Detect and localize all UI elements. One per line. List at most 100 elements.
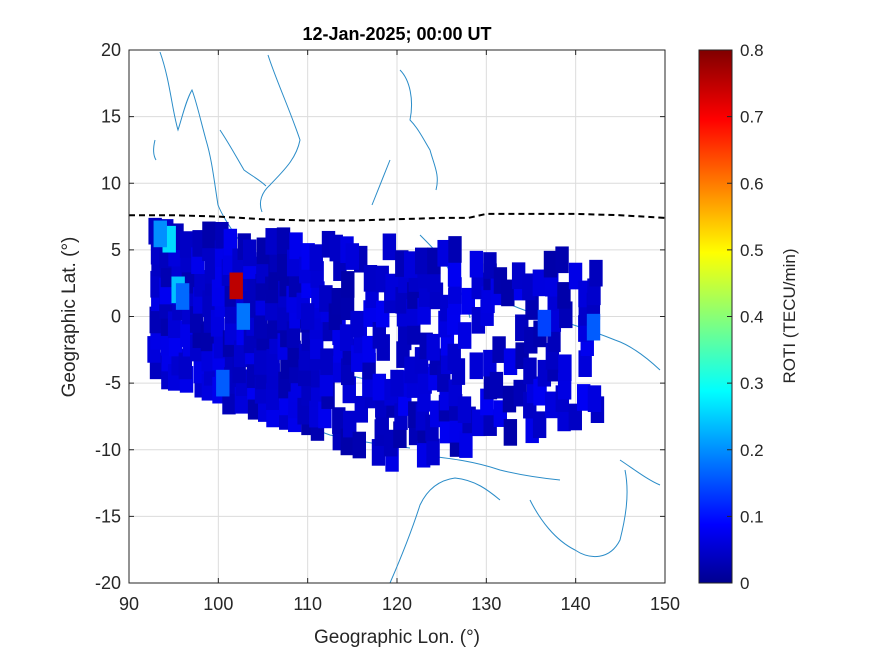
- roti-cell: [309, 244, 323, 271]
- roti-cell-highlight: [236, 303, 251, 330]
- roti-cell: [242, 239, 257, 267]
- roti-cell: [483, 409, 497, 436]
- roti-cell: [254, 348, 268, 375]
- roti-cell: [404, 356, 418, 384]
- roti-cell: [457, 322, 472, 349]
- colorbar-tick-label: 0.8: [740, 41, 764, 60]
- roti-cell: [557, 282, 571, 309]
- roti-cell: [558, 354, 572, 382]
- roti-cell: [319, 369, 334, 397]
- roti-cell: [578, 350, 592, 377]
- roti-cell: [179, 231, 194, 258]
- roti-cell: [415, 247, 429, 275]
- roti-cell-highlight: [229, 272, 243, 300]
- roti-cell-highlight: [153, 220, 167, 248]
- y-tick-label: 20: [101, 40, 121, 60]
- roti-cell-highlight: [537, 309, 552, 337]
- roti-cell: [459, 431, 473, 458]
- roti-cell: [202, 221, 216, 249]
- roti-cell: [426, 333, 440, 361]
- dip-equator-line: [129, 212, 665, 222]
- roti-cell: [457, 396, 472, 424]
- roti-cell: [204, 257, 219, 284]
- roti-cell: [427, 247, 441, 275]
- roti-cell: [363, 265, 378, 292]
- roti-cell: [362, 335, 376, 363]
- roti-cell: [194, 270, 208, 297]
- roti-cell: [341, 271, 355, 298]
- roti-cell: [469, 352, 483, 380]
- y-tick-label: -10: [95, 440, 121, 460]
- y-tick-label: -20: [95, 573, 121, 593]
- roti-cell-highlight: [345, 243, 360, 270]
- colorbar-tick-label: 0.4: [740, 308, 764, 327]
- colorbar-ticks: 0.8 0.7 0.6 0.5 0.4 0.3 0.2 0.1 0: [727, 41, 764, 593]
- colorbar-label: ROTI (TECU/min): [780, 248, 799, 383]
- roti-cell: [276, 227, 291, 255]
- roti-cell-highlight: [175, 283, 190, 310]
- roti-cell: [489, 371, 504, 399]
- x-tick-label: 140: [561, 594, 591, 614]
- roti-cell: [589, 259, 603, 287]
- roti-cell: [403, 251, 418, 278]
- roti-cell: [448, 236, 462, 263]
- roti-cell: [545, 391, 559, 419]
- roti-cell: [523, 357, 537, 385]
- y-tick-label: 0: [111, 307, 121, 327]
- roti-cells: [147, 217, 605, 472]
- x-tick-label: 150: [650, 594, 680, 614]
- roti-cell: [532, 269, 547, 297]
- colorbar-tick-label: 0: [740, 574, 749, 593]
- roti-cell: [437, 239, 451, 267]
- roti-cell: [587, 385, 602, 413]
- roti-cell: [576, 384, 591, 411]
- x-axis-label: Geographic Lon. (°): [314, 627, 480, 648]
- roti-cell: [532, 411, 547, 439]
- x-tick-label: 100: [203, 594, 233, 614]
- roti-cell: [288, 270, 303, 298]
- roti-cell: [265, 228, 279, 255]
- roti-cell: [224, 318, 238, 345]
- roti-cell: [447, 343, 461, 371]
- roti-cell: [555, 246, 569, 274]
- colorbar-tick-label: 0.2: [740, 441, 764, 460]
- colorbar-tick-label: 0.6: [740, 174, 764, 193]
- roti-cell: [332, 407, 346, 434]
- roti-cell: [469, 250, 484, 278]
- y-axis-label: Geographic Lat. (°): [59, 237, 80, 398]
- roti-cell: [492, 336, 506, 363]
- roti-cell: [472, 409, 486, 437]
- x-tick-label: 90: [119, 594, 139, 614]
- roti-cell: [502, 385, 517, 413]
- roti-cell: [339, 324, 354, 351]
- roti-cell: [201, 344, 215, 372]
- roti-cell: [543, 250, 558, 278]
- roti-cell: [372, 373, 387, 401]
- roti-cell: [289, 232, 303, 260]
- roti-cell: [343, 410, 357, 438]
- roti-cell: [382, 233, 397, 261]
- roti-cell: [352, 431, 367, 459]
- chart-title: 12-Jan-2025; 00:00 UT: [302, 24, 491, 44]
- x-tick-label: 120: [382, 594, 412, 614]
- y-tick-label: 10: [101, 173, 121, 193]
- roti-cell: [426, 438, 440, 466]
- roti-cell-highlight: [586, 313, 601, 341]
- roti-cell-highlight: [216, 369, 230, 397]
- roti-cell: [178, 352, 193, 380]
- y-axis-ticks: 20 15 10 5 0 -5 -10 -15 -20: [95, 40, 665, 593]
- colorbar: [699, 50, 732, 583]
- roti-cell-highlight: [300, 303, 315, 330]
- x-tick-label: 110: [293, 594, 322, 614]
- roti-cell: [501, 279, 515, 307]
- colorbar-tick-label: 0.3: [740, 374, 764, 393]
- roti-cell: [354, 395, 369, 423]
- roti-cell: [340, 358, 355, 386]
- roti-cell: [372, 321, 386, 349]
- roti-cell: [253, 312, 268, 339]
- x-axis-ticks: 90 100 110 120 130 140 150: [119, 50, 680, 614]
- roti-cell: [266, 349, 280, 376]
- roti-cell: [320, 348, 334, 376]
- y-tick-label: 15: [101, 107, 121, 127]
